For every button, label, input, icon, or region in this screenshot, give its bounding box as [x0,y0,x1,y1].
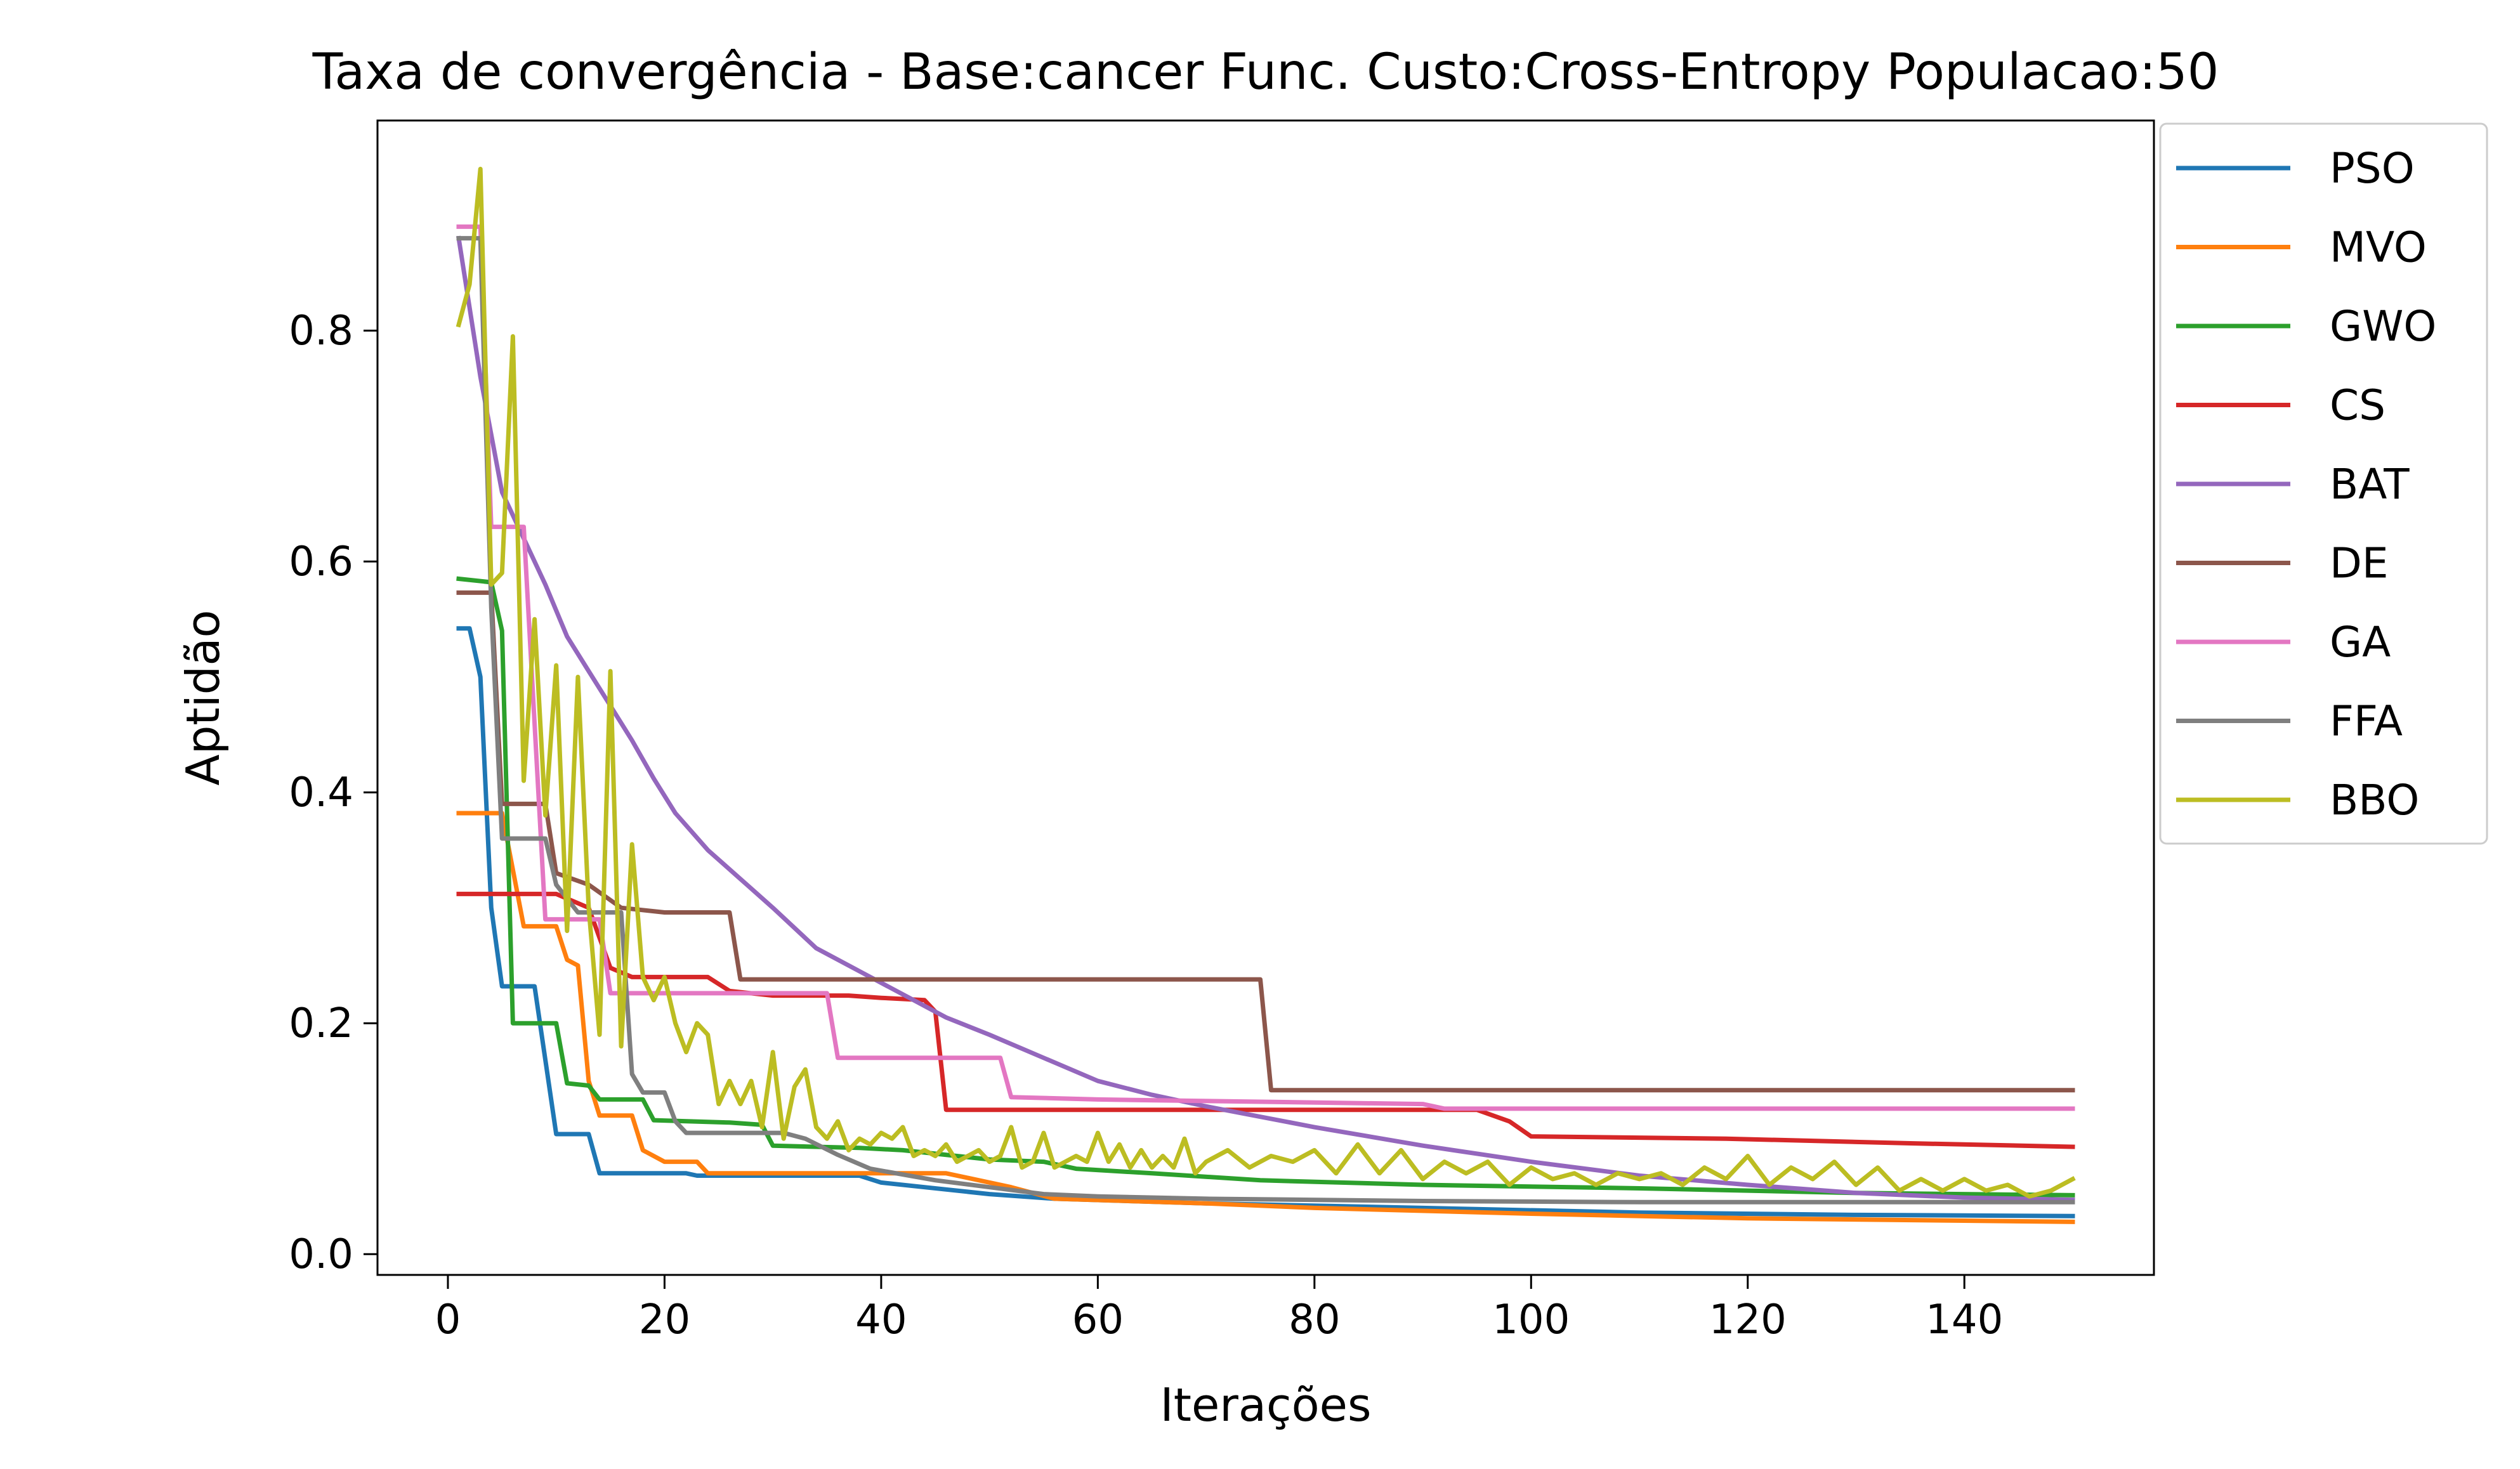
x-tick-label: 20 [639,1296,690,1343]
series-layer [456,166,2076,1224]
series-line-bat [456,235,2075,1203]
x-axis: 0 20 40 60 80 100 120 140 [435,1275,2003,1343]
y-tick-label: 0.0 [289,1231,353,1278]
y-tick-label: 0.8 [289,308,353,355]
plot-frame [376,119,2155,1276]
y-tick-label: 0.6 [289,539,353,585]
chart-title: Taxa de convergência - Base:cancer Func.… [312,44,2219,101]
legend-label-de: DE [2330,539,2389,588]
x-tick-label: 140 [1926,1296,2003,1343]
series-line-cs [456,891,2075,1149]
legend-label-bbo: BBO [2330,776,2419,825]
y-axis: 0.0 0.2 0.4 0.6 0.8 [289,308,377,1278]
legend-label-bat: BAT [2330,460,2410,509]
x-tick-label: 80 [1289,1296,1340,1343]
legend-label-ffa: FFA [2330,697,2403,746]
x-tick-label: 40 [855,1296,907,1343]
legend-label-gwo: GWO [2330,302,2436,351]
plot-area [377,121,2154,1275]
legend-label-ga: GA [2330,618,2391,667]
legend-frame [2159,122,2488,845]
legend: PSO MVO GWO CS BAT DE GA FFA BBO [2159,122,2488,845]
series-line-pso [456,626,2075,1218]
legend-label-mvo: MVO [2330,223,2427,272]
y-axis-label: Aptidão [176,610,230,785]
series-line-gwo [456,576,2075,1198]
x-tick-label: 100 [1492,1296,1570,1343]
series-line-mvo [456,811,2075,1224]
x-axis-label: Iterações [1160,1378,1372,1432]
legend-label-pso: PSO [2330,144,2415,193]
y-tick-label: 0.4 [289,769,353,816]
x-tick-label: 60 [1072,1296,1124,1343]
series-line-bbo [456,166,2076,1199]
y-tick-label: 0.2 [289,1000,353,1047]
legend-label-cs: CS [2330,381,2385,430]
x-tick-label: 120 [1709,1296,1787,1343]
x-tick-label: 0 [435,1296,461,1343]
series-line-ffa [456,236,2075,1205]
